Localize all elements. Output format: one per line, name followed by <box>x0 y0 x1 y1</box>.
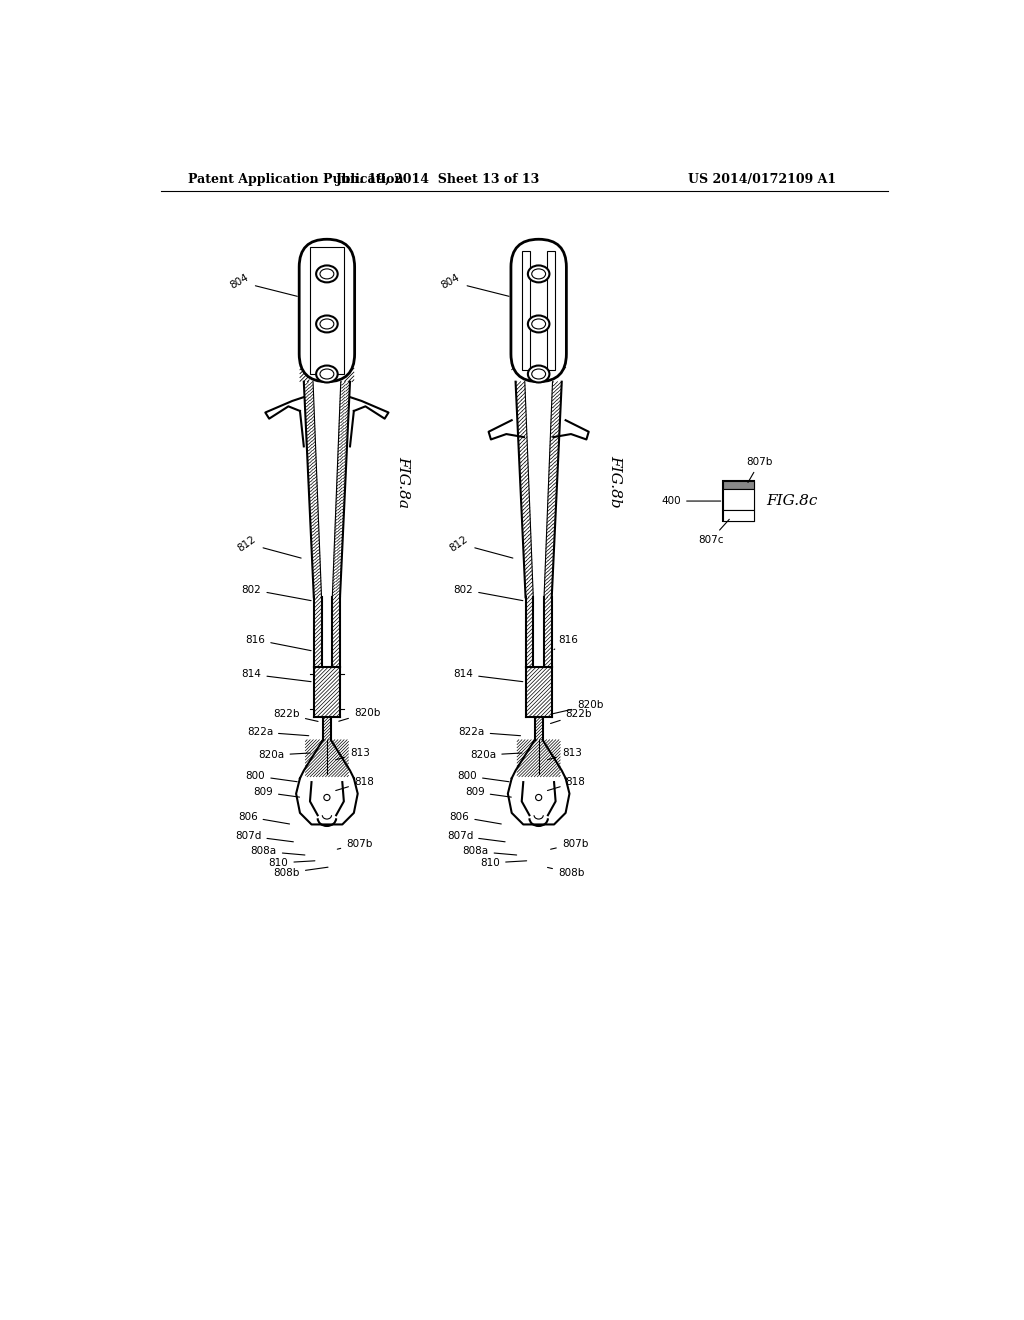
Bar <box>547 251 555 370</box>
Text: 822a: 822a <box>459 727 520 737</box>
Text: 807c: 807c <box>698 519 729 545</box>
Bar <box>724 510 755 521</box>
Bar <box>522 251 530 370</box>
Text: 820a: 820a <box>258 750 310 760</box>
Text: 814: 814 <box>454 669 523 681</box>
Bar <box>310 247 344 374</box>
Text: 809: 809 <box>465 787 511 797</box>
Text: 807b: 807b <box>337 838 373 849</box>
Text: 800: 800 <box>458 771 509 781</box>
Text: 806: 806 <box>238 812 290 824</box>
Text: 816: 816 <box>554 635 578 649</box>
Text: 820b: 820b <box>339 708 380 721</box>
Ellipse shape <box>316 265 338 282</box>
Text: 816: 816 <box>246 635 311 651</box>
Text: 822a: 822a <box>247 727 309 737</box>
Text: 807d: 807d <box>446 832 505 842</box>
Ellipse shape <box>316 315 338 333</box>
Text: 814: 814 <box>242 669 311 681</box>
Text: 818: 818 <box>548 777 586 791</box>
Text: US 2014/0172109 A1: US 2014/0172109 A1 <box>688 173 836 186</box>
Text: 800: 800 <box>246 771 297 781</box>
Text: 818: 818 <box>336 777 374 791</box>
Text: 808b: 808b <box>548 867 585 878</box>
Text: 808a: 808a <box>463 846 517 857</box>
Text: 802: 802 <box>454 585 523 601</box>
Text: 806: 806 <box>450 812 502 824</box>
Text: 808a: 808a <box>251 846 305 857</box>
Text: 804: 804 <box>439 272 509 296</box>
Text: 810: 810 <box>480 858 526 869</box>
Text: FIG.8c: FIG.8c <box>766 494 817 508</box>
Text: 802: 802 <box>242 585 311 601</box>
Text: FIG.8a: FIG.8a <box>396 455 411 508</box>
Bar <box>724 488 755 510</box>
Text: 822b: 822b <box>551 709 592 723</box>
Text: 807d: 807d <box>236 832 293 842</box>
Text: 400: 400 <box>662 496 721 506</box>
Text: 809: 809 <box>253 787 300 797</box>
Text: 813: 813 <box>548 748 582 760</box>
Text: 822b: 822b <box>273 709 318 722</box>
Text: 812: 812 <box>236 533 301 558</box>
Ellipse shape <box>528 315 550 333</box>
Text: 807b: 807b <box>551 838 588 849</box>
Text: 820b: 820b <box>553 700 603 714</box>
FancyBboxPatch shape <box>299 239 354 381</box>
Text: 812: 812 <box>447 533 513 558</box>
Text: Jun. 19, 2014  Sheet 13 of 13: Jun. 19, 2014 Sheet 13 of 13 <box>337 173 541 186</box>
Bar <box>724 480 755 521</box>
Ellipse shape <box>528 265 550 282</box>
Text: FIG.8b: FIG.8b <box>608 455 622 508</box>
Text: 808b: 808b <box>273 867 328 878</box>
Text: 820a: 820a <box>470 750 522 760</box>
Text: 810: 810 <box>268 858 315 869</box>
Ellipse shape <box>316 366 338 383</box>
FancyBboxPatch shape <box>511 239 566 381</box>
Text: 807b: 807b <box>746 457 773 483</box>
Text: 804: 804 <box>227 272 297 296</box>
Bar <box>724 480 755 488</box>
Ellipse shape <box>528 366 550 383</box>
Text: Patent Application Publication: Patent Application Publication <box>188 173 403 186</box>
Text: 813: 813 <box>336 748 370 760</box>
